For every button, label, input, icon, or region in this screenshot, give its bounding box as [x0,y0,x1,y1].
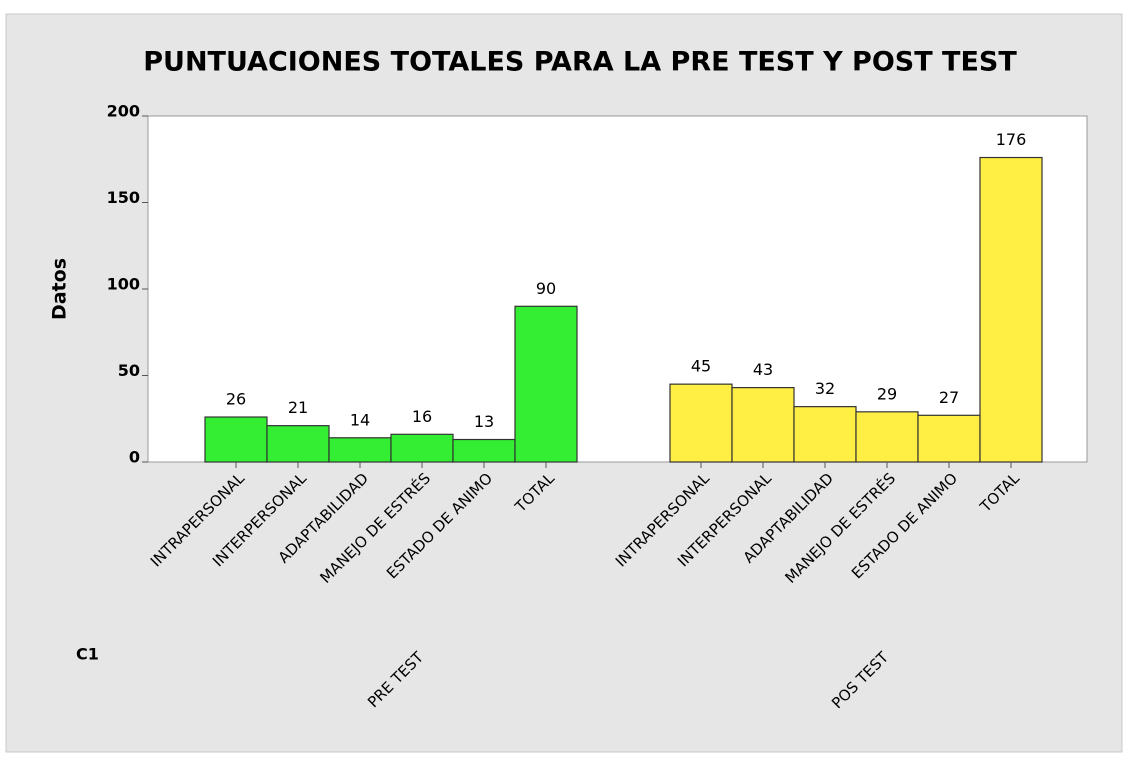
value-label: 29 [877,384,897,403]
y-tick-label: 150 [107,188,140,207]
value-label: 21 [288,398,308,417]
value-label: 13 [474,412,494,431]
group-axis-label: C1 [76,645,99,664]
bar [793,406,857,463]
value-label: 14 [350,410,370,429]
bar [514,305,578,463]
value-label: 45 [691,357,711,376]
value-label: 176 [996,130,1027,149]
bar [266,425,330,463]
value-label: 32 [815,379,835,398]
plot-area [147,115,1088,463]
y-tick-label: 100 [107,275,140,294]
bar [979,156,1043,463]
value-label: 90 [536,279,556,298]
value-label: 43 [753,360,773,379]
value-label: 26 [226,390,246,409]
bar [731,387,795,463]
chart-title: PUNTUACIONES TOTALES PARA LA PRE TEST Y … [143,47,1017,78]
y-tick-label: 0 [129,448,140,467]
bar [855,411,919,463]
y-tick-label: 200 [107,102,140,121]
value-label: 16 [412,407,432,426]
y-tick-label: 50 [118,361,140,380]
bar [328,437,392,463]
bar [452,438,516,463]
y-axis-label: Datos [49,258,71,320]
bar [669,383,733,463]
bar [390,433,454,463]
value-label: 27 [939,388,959,407]
bar [917,414,981,463]
bar [204,416,268,463]
